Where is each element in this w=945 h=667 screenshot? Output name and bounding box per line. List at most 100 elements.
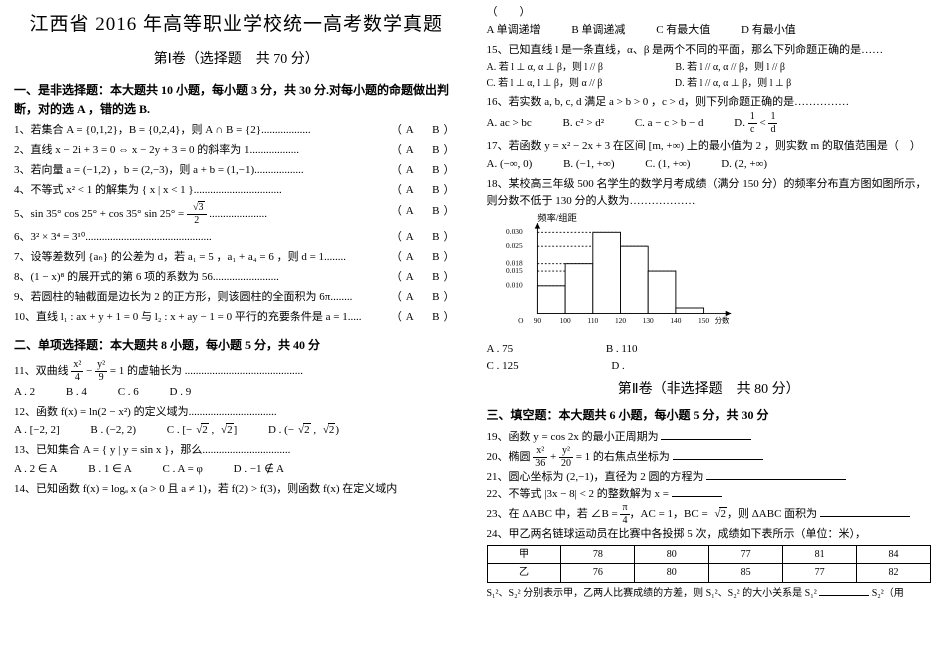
svg-text:100: 100: [559, 316, 570, 325]
cell: 76: [561, 564, 635, 583]
q12-opt-a: A . [−2, 2]: [14, 422, 60, 439]
q2: 2、直线 x − 2i + 3 = 0 ⇔ x − 2y + 3 = 0 的斜率…: [14, 142, 459, 159]
q13-opt-c: C . A = φ: [163, 461, 203, 478]
svg-text:110: 110: [587, 316, 598, 325]
ab-choice: （A B）: [391, 122, 459, 139]
q20: 20、椭圆 x²36 + y²20 = 1 的右焦点坐标为: [487, 446, 932, 469]
q15: 15、已知直线 l 是一条直线，α、β 是两个不同的平面，那么下列命题正确的是……: [487, 42, 932, 59]
chart-ylabel: 频率/组距: [537, 213, 576, 224]
q11-options: A . 2 B . 4 C . 6 D . 9: [14, 384, 459, 401]
cell: 82: [857, 564, 931, 583]
svg-text:140: 140: [670, 316, 681, 325]
q21-text: 21、圆心坐标为 (2,−1)，直径为 2 圆的方程为: [487, 471, 704, 483]
q22: 22、不等式 |3x − 8| < 2 的整数解为 x =: [487, 486, 932, 503]
ab-choice: （A B）: [391, 289, 459, 306]
q23: 23、在 ΔABC 中，若 ∠B = π4，AC = 1，BC = 2，则 ΔA…: [487, 503, 932, 526]
blank: [673, 449, 763, 460]
part1-subtitle: 第Ⅰ卷（选择题 共 70 分）: [14, 49, 459, 71]
q12-text: 12、函数 f(x) = ln(2 − x²) 的定义域为: [14, 406, 189, 418]
q17-opt-b: B. (−1, +∞): [563, 156, 614, 173]
part2-subtitle: 第Ⅱ卷（非选择题 共 80 分）: [487, 379, 932, 401]
q2-text: 2、直线 x − 2i + 3 = 0 ⇔ x − 2y + 3 = 0 的斜率…: [14, 144, 250, 156]
q10: 10、直线 l₁ : ax + y + 1 = 0 与 l₂ : x + ay …: [14, 309, 459, 326]
svg-text:0.015: 0.015: [506, 266, 523, 275]
q18-text: 18、某校高三年级 500 名学生的数学月考成绩（满分 150 分）的频率分布直…: [487, 178, 927, 207]
svg-text:150: 150: [698, 316, 709, 325]
q14-opt-a: A 单调递增: [487, 22, 541, 39]
q17: 17、若函数 y = x² − 2x + 3 在区间 [m, +∞) 上的最小值…: [487, 138, 932, 155]
q14-opt-c: C 有最大值: [656, 22, 710, 39]
blank: [706, 469, 846, 480]
q11-opt-d: D . 9: [170, 384, 192, 401]
q16-text: 16、若实数 a, b, c, d 满足 a > b > 0 ，c > d，则下…: [487, 96, 795, 108]
q12-opt-b: B . (−2, 2): [90, 422, 136, 439]
chart-xlabel: 分数: [714, 316, 729, 325]
score-table: 甲 78 80 77 81 84 乙 76 80 85 77 82: [487, 545, 932, 583]
q19: 19、函数 y = cos 2x 的最小正周期为: [487, 429, 932, 446]
q9-text: 9、若圆柱的轴截面是边长为 2 的正方形，则该圆柱的全面积为 6π: [14, 291, 330, 303]
section-1-head: 一、是非选择题：本大题共 10 小题，每小题 3 分，共 30 分.对每小题的命…: [14, 81, 459, 118]
ab-choice: （A B）: [391, 203, 459, 220]
q8: 8、(1 − x)⁸ 的展开式的第 6 项的系数为 56............…: [14, 269, 459, 286]
svg-text:0.025: 0.025: [506, 241, 523, 250]
q16-opt-b: B. c² > d²: [563, 115, 605, 132]
blank: [819, 585, 869, 596]
cell: 77: [783, 564, 857, 583]
q13-text: 13、已知集合 A = { y | y = sin x }，那么: [14, 444, 202, 456]
q15-opt-b: B. 若 l // α, α // β，则 l // β: [675, 60, 785, 76]
q16: 16、若实数 a, b, c, d 满足 a > b > 0 ，c > d，则下…: [487, 94, 932, 111]
q23-text: 23、在 ΔABC 中，若 ∠B = π4，AC = 1，BC = 2，则 ΔA…: [487, 508, 820, 520]
q4-text: 4、不等式 x² < 1 的解集为 { x | x < 1 }: [14, 184, 194, 196]
q11-opt-c: C . 6: [118, 384, 139, 401]
q9: 9、若圆柱的轴截面是边长为 2 的正方形，则该圆柱的全面积为 6π.......…: [14, 289, 459, 306]
q3-text: 3、若向量 a = (−1,2) ，b = (2,−3)，则 a + b = (…: [14, 164, 254, 176]
ab-choice: （A B）: [391, 229, 459, 246]
exam-title: 江西省 2016 年高等职业学校统一高考数学真题: [14, 10, 459, 39]
q17-opt-a: A. (−∞, 0): [487, 156, 533, 173]
section-3-head: 三、填空题：本大题共 6 小题，每小题 5 分，共 30 分: [487, 406, 932, 425]
q17-opt-c: C. (1, +∞): [645, 156, 690, 173]
q24-tail2-text: S₂²（用: [872, 588, 904, 599]
q11-opt-b: B . 4: [66, 384, 87, 401]
q16-opt-c: C. a − c > b − d: [635, 115, 704, 132]
ab-choice: （A B）: [391, 162, 459, 179]
chart-xticks: O 90 100 110 120 130 140 150 分数: [518, 316, 730, 325]
q18-opt-b: B . 110: [606, 341, 638, 358]
histogram-chart: 频率/组距 0.030 0.025 0.018 0.015 0.010: [493, 212, 748, 332]
q18-options: A . 75 B . 110 C . 125 D .: [487, 341, 932, 375]
svg-text:120: 120: [614, 316, 625, 325]
q18: 18、某校高三年级 500 名学生的数学月考成绩（满分 150 分）的频率分布直…: [487, 176, 932, 210]
q15-opt-c: C. 若 l ⊥ α, l ⊥ β，则 α // β: [487, 76, 603, 92]
ab-choice: （A B）: [391, 182, 459, 199]
q13: 13、已知集合 A = { y | y = sin x }，那么........…: [14, 442, 459, 459]
cell: 80: [635, 564, 709, 583]
q16-opt-a: A. ac > bc: [487, 115, 532, 132]
cell: 81: [783, 545, 857, 564]
ab-choice: （A B）: [391, 249, 459, 266]
q18-opt-d: D .: [611, 358, 624, 375]
cell: 80: [635, 545, 709, 564]
q17-opt-d: D. (2, +∞): [721, 156, 767, 173]
q12-opt-d: D . (−2 , 2): [268, 422, 339, 439]
cell: 77: [709, 545, 783, 564]
q15-opt-d: D. 若 l // α, α ⊥ β，则 l ⊥ β: [675, 76, 791, 92]
q19-text: 19、函数 y = cos 2x 的最小正周期为: [487, 431, 659, 443]
ab-choice: （A B）: [391, 269, 459, 286]
q13-opt-d: D . −1 ∉ A: [234, 461, 284, 478]
q11-text: 11、双曲线 x²4 − y²9 = 1 的虚轴长为: [14, 365, 185, 377]
q17-text: 17、若函数 y = x² − 2x + 3 在区间 [m, +∞) 上的最小值…: [487, 140, 921, 152]
left-column: 江西省 2016 年高等职业学校统一高考数学真题 第Ⅰ卷（选择题 共 70 分）…: [0, 0, 473, 667]
table-row: 甲 78 80 77 81 84: [487, 545, 931, 564]
cell: 78: [561, 545, 635, 564]
blank: [672, 486, 722, 497]
q24: 24、甲乙两名链球运动员在比赛中各投掷 5 次，成绩如下表所示（单位：米），: [487, 526, 932, 543]
q12-opt-c: C . [−2 , 2]: [167, 422, 237, 439]
q24-tail: S₁²、S₂² 分别表示甲，乙两人比赛成绩的方差，则 S₁²、S₂² 的大小关系…: [487, 585, 932, 602]
q13-opt-a: A . 2 ∈ A: [14, 461, 58, 478]
q15-text: 15、已知直线 l 是一条直线，α、β 是两个不同的平面，那么下列命题正确的是: [487, 44, 862, 56]
q22-text: 22、不等式 |3x − 8| < 2 的整数解为 x =: [487, 488, 670, 500]
q24-text: 24、甲乙两名链球运动员在比赛中各投掷 5 次，成绩如下表所示（单位：米），: [487, 528, 867, 540]
ab-choice: （A B）: [391, 309, 459, 326]
q5-text: 5、sin 35° cos 25° + cos 35° sin 25° = 32: [14, 208, 209, 220]
right-column: （ ） A 单调递增 B 单调递减 C 有最大值 D 有最小值 15、已知直线 …: [473, 0, 945, 667]
